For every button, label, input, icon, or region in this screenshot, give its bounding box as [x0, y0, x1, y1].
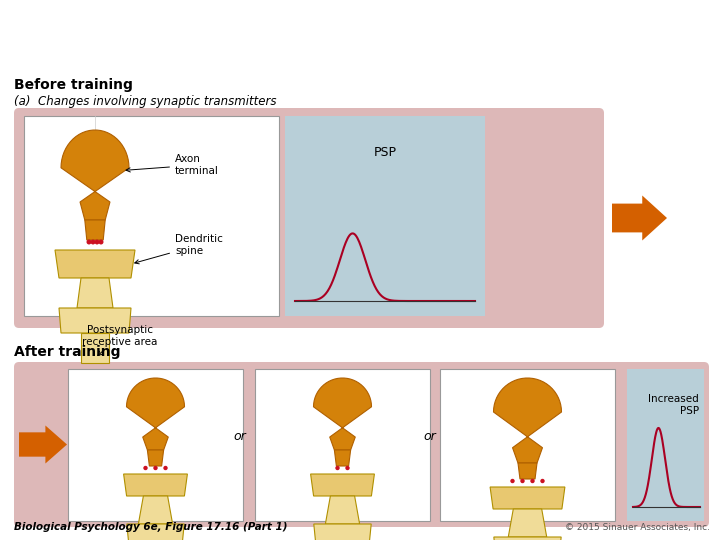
- Bar: [255, 369, 430, 521]
- Bar: [68, 369, 243, 521]
- Polygon shape: [508, 509, 546, 537]
- Polygon shape: [314, 524, 372, 540]
- Polygon shape: [493, 378, 562, 463]
- Polygon shape: [612, 195, 667, 240]
- Polygon shape: [490, 487, 565, 509]
- Polygon shape: [59, 308, 131, 333]
- Circle shape: [510, 479, 515, 483]
- Circle shape: [163, 466, 168, 470]
- Bar: [81, 333, 109, 363]
- Polygon shape: [310, 474, 374, 496]
- Text: After training: After training: [14, 345, 120, 359]
- Text: Axon
terminal: Axon terminal: [126, 154, 219, 176]
- Polygon shape: [334, 450, 351, 466]
- Polygon shape: [127, 378, 184, 450]
- Polygon shape: [127, 524, 184, 540]
- Bar: [24, 116, 279, 316]
- Bar: [627, 369, 704, 521]
- Circle shape: [540, 479, 545, 483]
- Text: PSP: PSP: [374, 146, 397, 159]
- Circle shape: [94, 240, 99, 245]
- Polygon shape: [138, 496, 173, 524]
- Polygon shape: [494, 537, 561, 540]
- Circle shape: [143, 466, 148, 470]
- Circle shape: [153, 466, 158, 470]
- Polygon shape: [55, 250, 135, 278]
- Circle shape: [86, 240, 91, 245]
- Bar: [285, 116, 485, 316]
- Polygon shape: [61, 130, 129, 220]
- Text: Dendritic
spine: Dendritic spine: [135, 234, 223, 264]
- Polygon shape: [325, 496, 359, 524]
- Polygon shape: [77, 278, 113, 308]
- Text: Figure 17.16  Synaptic Changes That May Store Memories (Part 1): Figure 17.16 Synaptic Changes That May S…: [7, 8, 491, 23]
- Circle shape: [91, 240, 96, 245]
- Polygon shape: [313, 378, 372, 450]
- Text: Biological Psychology 6e, Figure 17.16 (Part 1): Biological Psychology 6e, Figure 17.16 (…: [14, 522, 287, 532]
- Text: © 2015 Sinauer Associates, Inc.: © 2015 Sinauer Associates, Inc.: [565, 523, 710, 532]
- Circle shape: [336, 466, 340, 470]
- Text: Before training: Before training: [14, 78, 133, 92]
- Text: Increased
PSP: Increased PSP: [648, 394, 699, 416]
- Text: (a)  Changes involving synaptic transmitters: (a) Changes involving synaptic transmitt…: [14, 95, 276, 108]
- Polygon shape: [124, 474, 187, 496]
- Polygon shape: [19, 426, 67, 463]
- Circle shape: [531, 479, 535, 483]
- Circle shape: [346, 466, 350, 470]
- Circle shape: [99, 240, 104, 245]
- Bar: [440, 369, 615, 521]
- Text: or: or: [233, 430, 246, 443]
- FancyBboxPatch shape: [14, 362, 709, 527]
- Polygon shape: [85, 220, 105, 240]
- Circle shape: [521, 479, 525, 483]
- FancyBboxPatch shape: [14, 108, 604, 328]
- Polygon shape: [518, 463, 537, 479]
- Text: Postsynaptic
receptive area: Postsynaptic receptive area: [82, 325, 158, 355]
- Text: or: or: [423, 430, 436, 443]
- Polygon shape: [148, 450, 163, 466]
